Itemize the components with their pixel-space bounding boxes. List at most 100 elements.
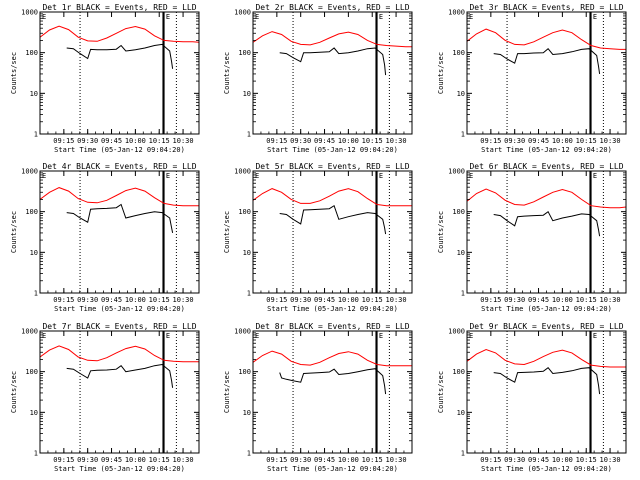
series-line-events bbox=[279, 368, 387, 395]
chart-series-group bbox=[467, 28, 626, 74]
legend-e-right: E bbox=[593, 172, 597, 180]
y-tick-label: 100 bbox=[452, 208, 465, 216]
y-tick-label: 1 bbox=[461, 290, 465, 298]
chart-axes-box bbox=[466, 11, 627, 135]
y-tick-label: 10 bbox=[243, 90, 251, 98]
x-tick-label: 10:15 bbox=[149, 456, 170, 464]
series-line-lld bbox=[253, 31, 412, 48]
y-axis-label: Counts/sec bbox=[437, 52, 445, 94]
x-tick-label: 09:45 bbox=[101, 137, 122, 145]
series-line-events bbox=[279, 204, 387, 235]
series-line-events bbox=[279, 47, 387, 76]
chart-axes-box bbox=[466, 330, 627, 454]
x-tick-label: 10:30 bbox=[173, 137, 194, 145]
y-tick-label: 1000 bbox=[234, 168, 251, 176]
chart-series-group bbox=[40, 187, 199, 233]
x-tick-label: 09:45 bbox=[528, 137, 549, 145]
chart-panel-9r: Det 9r BLACK = Events, RED = LLD 1 10 100 10… bbox=[437, 322, 627, 473]
chart-panel-6r: Det 6r BLACK = Events, RED = LLD 1 10 100 10… bbox=[437, 162, 627, 313]
y-tick-label: 100 bbox=[238, 49, 251, 57]
x-tick-label: 10:30 bbox=[386, 137, 407, 145]
y-tick-label: 100 bbox=[25, 49, 38, 57]
x-tick-label: 09:15 bbox=[266, 456, 287, 464]
x-tick-label: 10:15 bbox=[576, 456, 597, 464]
x-tick-label: 09:15 bbox=[53, 137, 74, 145]
y-tick-label: 10 bbox=[457, 409, 465, 417]
chart-series-group bbox=[40, 345, 199, 388]
chart-panel-2r: Det 2r BLACK = Events, RED = LLD 1 10 100 10… bbox=[223, 3, 413, 154]
x-axis-label: Start Time (05-Jan-12 09:04:20) bbox=[267, 465, 398, 473]
y-axis-label: Counts/sec bbox=[223, 211, 231, 253]
chart-title: Det 8r BLACK = Events, RED = LLD bbox=[255, 322, 409, 331]
x-tick-label: 10:30 bbox=[600, 456, 621, 464]
y-tick-label: 1000 bbox=[234, 328, 251, 336]
series-line-events bbox=[66, 43, 174, 69]
y-tick-label: 10 bbox=[457, 249, 465, 257]
x-tick-label: 10:00 bbox=[125, 296, 146, 304]
y-tick-label: 10 bbox=[30, 90, 38, 98]
legend-e-left: E bbox=[42, 13, 46, 21]
x-tick-label: 10:00 bbox=[552, 296, 573, 304]
legend-e-right: E bbox=[379, 13, 383, 21]
chart-title: Det 2r BLACK = Events, RED = LLD bbox=[255, 3, 409, 12]
chart-title: Det 1r BLACK = Events, RED = LLD bbox=[42, 3, 196, 12]
x-tick-label: 09:15 bbox=[266, 137, 287, 145]
x-tick-label: 09:15 bbox=[480, 456, 501, 464]
x-tick-label: 10:15 bbox=[576, 137, 597, 145]
y-tick-label: 1 bbox=[34, 290, 38, 298]
x-tick-label: 10:15 bbox=[576, 296, 597, 304]
y-axis-label: Counts/sec bbox=[10, 211, 18, 253]
series-line-events bbox=[66, 203, 174, 233]
y-tick-label: 10 bbox=[30, 409, 38, 417]
x-tick-label: 09:30 bbox=[504, 137, 525, 145]
x-tick-label: 09:45 bbox=[314, 137, 335, 145]
series-line-lld bbox=[467, 28, 626, 50]
x-tick-label: 10:15 bbox=[362, 456, 383, 464]
x-tick-label: 10:00 bbox=[125, 137, 146, 145]
x-tick-label: 10:30 bbox=[386, 296, 407, 304]
chart-series-group bbox=[253, 31, 412, 76]
legend-e-left: E bbox=[255, 172, 259, 180]
y-tick-label: 1000 bbox=[21, 328, 38, 336]
x-tick-label: 09:15 bbox=[480, 296, 501, 304]
legend-e-left: E bbox=[255, 13, 259, 21]
x-tick-label: 10:15 bbox=[362, 296, 383, 304]
legend-e-right: E bbox=[166, 172, 170, 180]
series-line-lld bbox=[467, 348, 626, 368]
legend-e-right: E bbox=[379, 332, 383, 340]
chart-series-group bbox=[467, 348, 626, 395]
x-axis-label: Start Time (05-Jan-12 09:04:20) bbox=[481, 465, 612, 473]
chart-title: Det 3r BLACK = Events, RED = LLD bbox=[469, 3, 623, 12]
legend-e-right: E bbox=[593, 13, 597, 21]
chart-title: Det 5r BLACK = Events, RED = LLD bbox=[255, 162, 409, 171]
chart-panel-4r: Det 4r BLACK = Events, RED = LLD 1 10 100 10… bbox=[10, 162, 200, 313]
y-axis-label: Counts/sec bbox=[10, 371, 18, 413]
series-line-events bbox=[493, 47, 601, 74]
y-tick-label: 1 bbox=[247, 290, 251, 298]
x-tick-label: 10:30 bbox=[386, 456, 407, 464]
y-tick-label: 1000 bbox=[234, 9, 251, 17]
x-tick-label: 10:00 bbox=[125, 456, 146, 464]
x-tick-label: 10:00 bbox=[338, 296, 359, 304]
x-axis-label: Start Time (05-Jan-12 09:04:20) bbox=[481, 146, 612, 154]
legend-e-left: E bbox=[42, 332, 46, 340]
chart-panel-1r: Det 1r BLACK = Events, RED = LLD 1 10 100 10… bbox=[10, 3, 200, 154]
x-tick-label: 09:45 bbox=[314, 456, 335, 464]
x-tick-label: 09:15 bbox=[53, 296, 74, 304]
chart-panel-8r: Det 8r BLACK = Events, RED = LLD 1 10 100 10… bbox=[223, 322, 413, 473]
x-axis-label: Start Time (05-Jan-12 09:04:20) bbox=[481, 305, 612, 313]
chart-title: Det 6r BLACK = Events, RED = LLD bbox=[469, 162, 623, 171]
x-tick-label: 09:45 bbox=[314, 296, 335, 304]
chart-title: Det 7r BLACK = Events, RED = LLD bbox=[42, 322, 196, 331]
x-axis-label: Start Time (05-Jan-12 09:04:20) bbox=[267, 305, 398, 313]
legend-e-left: E bbox=[469, 172, 473, 180]
y-tick-label: 1 bbox=[461, 450, 465, 458]
x-tick-label: 09:30 bbox=[504, 296, 525, 304]
y-tick-label: 1000 bbox=[21, 168, 38, 176]
chart-axes-box bbox=[39, 11, 200, 135]
x-tick-label: 10:30 bbox=[600, 137, 621, 145]
y-axis-label: Counts/sec bbox=[223, 371, 231, 413]
y-tick-label: 100 bbox=[25, 368, 38, 376]
x-tick-label: 09:45 bbox=[528, 456, 549, 464]
x-tick-label: 10:15 bbox=[362, 137, 383, 145]
